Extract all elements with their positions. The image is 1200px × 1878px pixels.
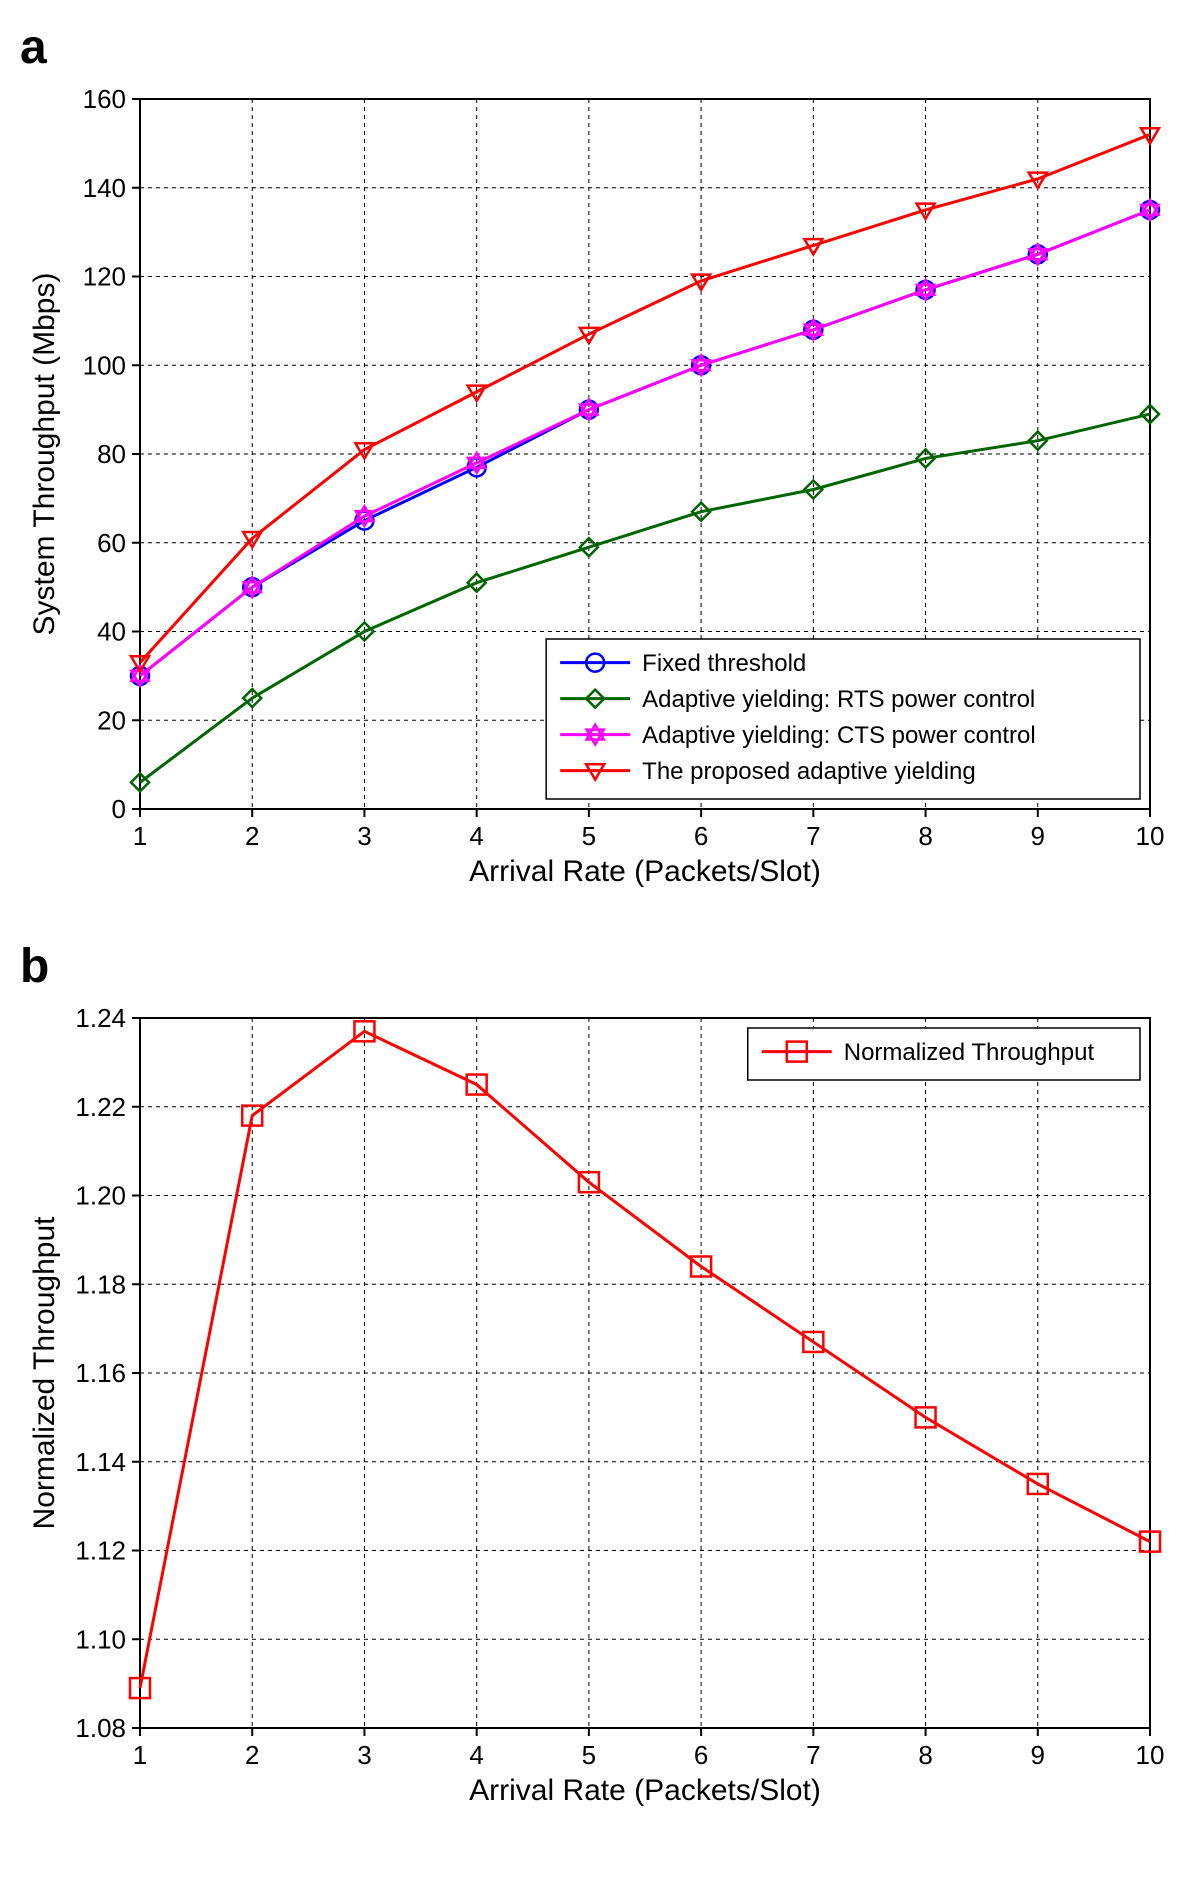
panel-b-label: b (20, 939, 1180, 994)
svg-text:160: 160 (83, 84, 126, 114)
svg-text:10: 10 (1136, 1740, 1165, 1770)
svg-text:9: 9 (1031, 1740, 1045, 1770)
svg-text:1.10: 1.10 (75, 1624, 126, 1654)
svg-text:10: 10 (1136, 821, 1165, 851)
svg-text:0: 0 (112, 794, 126, 824)
svg-text:8: 8 (918, 821, 932, 851)
svg-text:Normalized Throughput: Normalized Throughput (28, 1216, 61, 1530)
svg-text:5: 5 (582, 821, 596, 851)
svg-text:7: 7 (806, 1740, 820, 1770)
svg-text:Adaptive yielding: CTS power c: Adaptive yielding: CTS power control (642, 722, 1036, 749)
svg-text:2: 2 (245, 1740, 259, 1770)
panel-a: a 12345678910020406080100120140160Arriva… (20, 20, 1180, 899)
svg-text:6: 6 (694, 821, 708, 851)
panel-a-label: a (20, 20, 1180, 75)
chart-b-svg: 1 2 3 4 5 6 7 8 9 10 1.08 1.10 1.12 1.14 1.16 1.18 1.20 1… (20, 998, 1180, 1818)
svg-text:Normalized Throughput: Normalized Throughput (844, 1039, 1095, 1066)
svg-text:9: 9 (1031, 821, 1045, 851)
svg-text:60: 60 (97, 528, 126, 558)
svg-text:1.08: 1.08 (75, 1713, 126, 1743)
svg-text:4: 4 (469, 821, 483, 851)
svg-text:Arrival Rate (Packets/Slot): Arrival Rate (Packets/Slot) (469, 1774, 821, 1807)
svg-text:8: 8 (918, 1740, 932, 1770)
svg-text:7: 7 (806, 821, 820, 851)
svg-text:140: 140 (83, 173, 126, 203)
svg-text:Arrival Rate (Packets/Slot): Arrival Rate (Packets/Slot) (469, 855, 821, 888)
svg-text:1.16: 1.16 (75, 1358, 126, 1388)
svg-text:40: 40 (97, 617, 126, 647)
svg-text:Fixed threshold: Fixed threshold (642, 650, 806, 677)
svg-text:1.22: 1.22 (75, 1092, 126, 1122)
svg-text:1.12: 1.12 (75, 1536, 126, 1566)
svg-text:20: 20 (97, 705, 126, 735)
svg-text:3: 3 (357, 1740, 371, 1770)
panel-b: b 1 2 3 4 5 6 7 8 9 10 1.08 1.10 1.12 1.14 1.16 1.18 1.2… (20, 939, 1180, 1818)
svg-text:1.24: 1.24 (75, 1003, 126, 1033)
svg-text:1: 1 (133, 821, 147, 851)
svg-text:1.14: 1.14 (75, 1447, 126, 1477)
svg-text:80: 80 (97, 439, 126, 469)
svg-text:3: 3 (357, 821, 371, 851)
svg-text:1.20: 1.20 (75, 1181, 126, 1211)
svg-text:The proposed adaptive yielding: The proposed adaptive yielding (642, 758, 976, 785)
figure: a 12345678910020406080100120140160Arriva… (20, 20, 1180, 1818)
svg-text:2: 2 (245, 821, 259, 851)
svg-text:120: 120 (83, 262, 126, 292)
svg-text:5: 5 (582, 1740, 596, 1770)
chart-a-svg: 12345678910020406080100120140160Arrival … (20, 79, 1180, 899)
svg-text:4: 4 (469, 1740, 483, 1770)
svg-text:1.18: 1.18 (75, 1269, 126, 1299)
svg-text:System Throughput (Mbps): System Throughput (Mbps) (28, 273, 61, 636)
svg-text:6: 6 (694, 1740, 708, 1770)
svg-text:Adaptive yielding: RTS power c: Adaptive yielding: RTS power control (642, 686, 1035, 713)
svg-text:1: 1 (133, 1740, 147, 1770)
svg-text:100: 100 (83, 350, 126, 380)
